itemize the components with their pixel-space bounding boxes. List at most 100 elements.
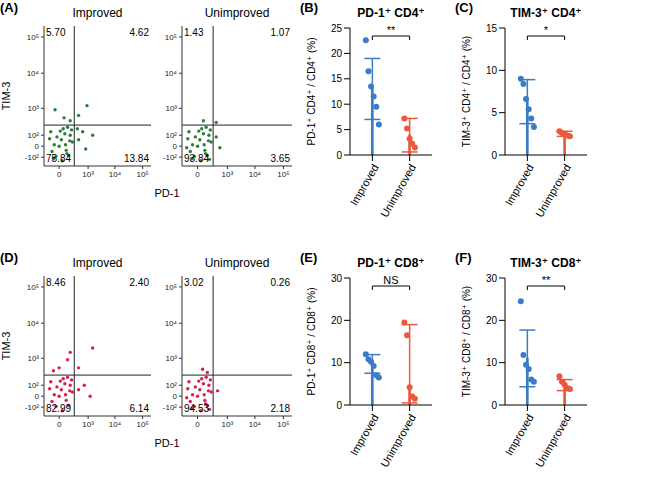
html-text:NS: NS: [383, 274, 399, 286]
svg-text:10⁴: 10⁴: [249, 420, 262, 429]
svg-text:10⁵: 10⁵: [27, 283, 39, 292]
svg-text:TIM-3⁺ CD4⁺ / CD4⁺ (%): TIM-3⁺ CD4⁺ / CD4⁺ (%): [461, 36, 472, 147]
svg-text:10⁴: 10⁴: [27, 319, 40, 328]
svg-text:Unimproved: Unimproved: [378, 162, 418, 217]
svg-text:10³: 10³: [222, 420, 234, 429]
html-text:1.07: 1.07: [270, 27, 290, 38]
svg-text:10³: 10³: [82, 420, 94, 429]
svg-text:PD-1⁺ CD8⁺ / CD8⁺ (%): PD-1⁺ CD8⁺ / CD8⁺ (%): [306, 287, 317, 395]
svg-text:Unimproved: Unimproved: [378, 412, 418, 467]
html-text:PD-1⁺ CD4⁺: PD-1⁺ CD4⁺: [357, 6, 425, 20]
svg-text:30: 30: [331, 273, 343, 284]
svg-text:10³: 10³: [27, 354, 39, 363]
svg-text:Improved: Improved: [348, 412, 381, 458]
html-text:3.65: 3.65: [270, 153, 290, 164]
svg-text:TIM-3⁺ CD8⁺ / CD8⁺ (%): TIM-3⁺ CD8⁺ / CD8⁺ (%): [461, 286, 472, 397]
svg-text:10⁵: 10⁵: [277, 170, 289, 179]
html-text:PD-1⁺ CD8⁺: PD-1⁺ CD8⁺: [357, 256, 425, 270]
svg-text:0: 0: [173, 392, 178, 401]
html-text:75.84: 75.84: [46, 153, 71, 164]
html-text:(A): (A): [0, 0, 18, 15]
html-text:PD-1: PD-1: [154, 187, 180, 199]
svg-text:0: 0: [35, 392, 40, 401]
svg-text:10³: 10³: [222, 170, 234, 179]
svg-text:Improved: Improved: [503, 162, 536, 208]
html-text:(E): (E): [300, 250, 318, 265]
svg-text:15: 15: [486, 23, 498, 34]
html-text:13.84: 13.84: [124, 153, 149, 164]
svg-text:5: 5: [336, 124, 342, 135]
svg-text:20: 20: [331, 315, 343, 326]
html-text:4.62: 4.62: [129, 27, 149, 38]
svg-text:10²: 10²: [27, 381, 39, 390]
svg-text:10⁵: 10⁵: [137, 170, 149, 179]
html-text:TIM-3⁺ CD8⁺: TIM-3⁺ CD8⁺: [510, 256, 582, 270]
svg-text:Improved: Improved: [348, 162, 381, 208]
svg-text:10⁴: 10⁴: [249, 170, 262, 179]
svg-text:10⁵: 10⁵: [137, 420, 149, 429]
svg-text:Improved: Improved: [503, 412, 536, 458]
html-text:(F): (F): [455, 250, 472, 265]
svg-text:25: 25: [331, 23, 343, 34]
svg-text:10⁴: 10⁴: [109, 170, 122, 179]
svg-text:10⁴: 10⁴: [165, 69, 178, 78]
svg-text:10⁵: 10⁵: [165, 283, 177, 292]
svg-text:10⁵: 10⁵: [165, 33, 177, 42]
svg-text:10⁵: 10⁵: [27, 33, 39, 42]
html-text:Unimproved: Unimproved: [204, 256, 270, 270]
svg-text:10: 10: [486, 357, 498, 368]
html-text:TIM-3: TIM-3: [0, 331, 12, 361]
html-text:Improved: Improved: [72, 6, 123, 20]
html-text:PD-1: PD-1: [154, 437, 180, 449]
svg-text:-10²: -10²: [163, 153, 178, 162]
html-text:(B): (B): [300, 0, 318, 15]
html-text:5.70: 5.70: [46, 27, 66, 38]
svg-text:10³: 10³: [165, 354, 177, 363]
html-text:TIM-3: TIM-3: [0, 81, 12, 111]
svg-text:10²: 10²: [27, 131, 39, 140]
svg-text:-10²: -10²: [25, 403, 40, 412]
svg-text:PD-1⁺ CD4⁺ / CD4⁺ (%): PD-1⁺ CD4⁺ / CD4⁺ (%): [306, 37, 317, 145]
html-text:Unimproved: Unimproved: [204, 6, 270, 20]
html-text:93.84: 93.84: [184, 153, 209, 164]
svg-text:5: 5: [491, 107, 497, 118]
html-text:Improved: Improved: [72, 256, 123, 270]
svg-text:10⁵: 10⁵: [277, 420, 289, 429]
svg-text:0: 0: [195, 170, 200, 179]
html-text:2.40: 2.40: [129, 277, 149, 288]
svg-text:10: 10: [331, 99, 343, 110]
svg-text:0: 0: [195, 420, 200, 429]
svg-text:0: 0: [491, 400, 497, 411]
html-text:8.46: 8.46: [46, 277, 66, 288]
svg-text:-10²: -10²: [163, 403, 178, 412]
svg-text:10³: 10³: [165, 104, 177, 113]
svg-text:0: 0: [491, 150, 497, 161]
svg-text:10³: 10³: [82, 170, 94, 179]
svg-text:0: 0: [336, 150, 342, 161]
svg-text:10: 10: [331, 357, 343, 368]
html-text:(C): (C): [455, 0, 473, 15]
svg-text:10³: 10³: [27, 104, 39, 113]
svg-text:Unimproved: Unimproved: [533, 412, 573, 467]
svg-text:0: 0: [35, 142, 40, 151]
svg-text:0: 0: [173, 142, 178, 151]
html-text:(D): (D): [0, 250, 18, 265]
svg-text:10²: 10²: [165, 131, 177, 140]
svg-text:-10²: -10²: [25, 153, 40, 162]
svg-text:20: 20: [331, 48, 343, 59]
svg-text:0: 0: [336, 400, 342, 411]
svg-text:10²: 10²: [165, 381, 177, 390]
html-text:82.99: 82.99: [46, 403, 71, 414]
svg-text:0: 0: [57, 170, 62, 179]
svg-text:30: 30: [486, 273, 498, 284]
html-text:1.43: 1.43: [184, 27, 204, 38]
svg-text:Unimproved: Unimproved: [533, 162, 573, 217]
html-text:TIM-3⁺ CD4⁺: TIM-3⁺ CD4⁺: [510, 6, 582, 20]
svg-text:20: 20: [486, 315, 498, 326]
svg-text:0: 0: [57, 420, 62, 429]
svg-text:10⁴: 10⁴: [109, 420, 122, 429]
svg-text:10⁴: 10⁴: [27, 69, 40, 78]
svg-text:10⁴: 10⁴: [165, 319, 178, 328]
svg-text:15: 15: [331, 73, 343, 84]
svg-text:10: 10: [486, 65, 498, 76]
